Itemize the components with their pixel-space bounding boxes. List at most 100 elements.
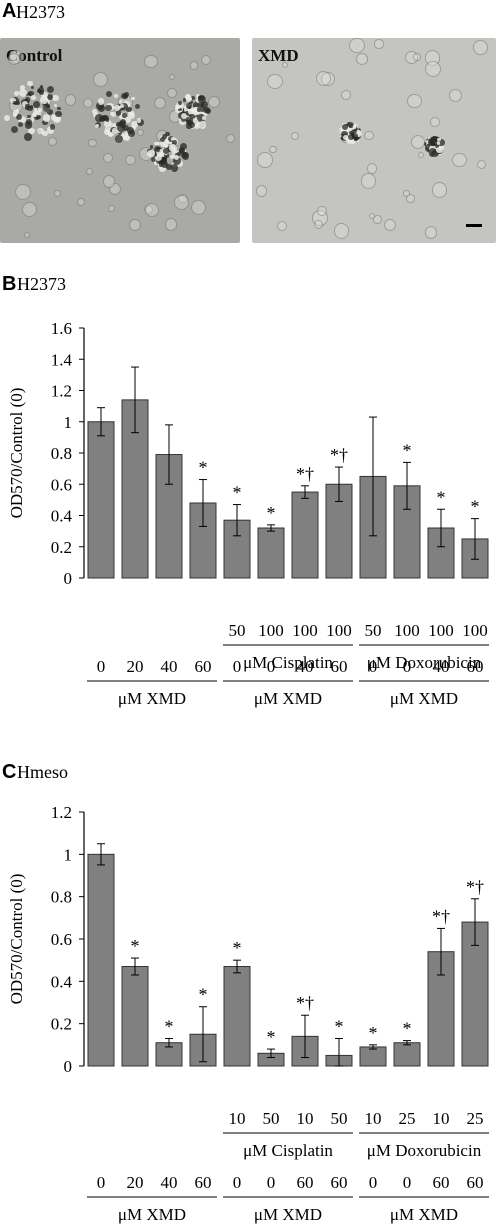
colony-cell (25, 104, 30, 109)
xmd-dose-label: 40 (433, 657, 450, 676)
colony-cell (437, 138, 445, 147)
colony-cell (193, 117, 202, 125)
cell-blob (15, 183, 31, 200)
colony-cell (117, 123, 125, 132)
drug-dose-label: 50 (229, 621, 246, 640)
colony-cell (427, 138, 436, 146)
xmd-group-label: μM XMD (118, 1205, 186, 1224)
colony-cell (46, 85, 54, 93)
colony-cell (23, 133, 32, 141)
colony-cell (170, 137, 175, 142)
y-tick-label: 0.2 (51, 538, 72, 557)
colony-cell (170, 154, 175, 159)
colony-cell (202, 110, 208, 117)
xmd-dose-label: 0 (403, 1173, 412, 1192)
cell-blob (368, 212, 376, 220)
colony-cell (178, 107, 182, 112)
colony-cell (156, 149, 164, 158)
cell-blob (255, 184, 268, 197)
panel-a-letter: A (2, 0, 17, 22)
colony-cell (108, 131, 113, 137)
drug-dose-label: 10 (229, 1109, 246, 1128)
colony-cell (111, 128, 118, 134)
drug-dose-label: 100 (258, 621, 284, 640)
cell-blob (424, 226, 438, 239)
colony-cell (32, 101, 40, 109)
cell-blob (405, 194, 415, 203)
y-axis-label: OD570/Control (0) (7, 388, 26, 519)
cell-blob (129, 219, 142, 232)
significance-mark: * (403, 440, 412, 460)
colony-cell (163, 148, 169, 155)
colony-cell (96, 101, 104, 110)
colony-cell (176, 101, 185, 110)
colony-cell (160, 139, 169, 148)
y-tick-label: 1.2 (51, 382, 72, 401)
colony-cell (158, 164, 167, 172)
colony-cell (436, 141, 441, 145)
colony-cell (105, 105, 112, 112)
colony-cell (124, 117, 131, 124)
drug-dose-label: 100 (428, 621, 454, 640)
colony-cell (105, 91, 112, 98)
cell-blob (24, 232, 31, 239)
cell-blob (412, 53, 421, 62)
colony-cell (30, 85, 35, 90)
xmd-dose-label: 40 (297, 657, 314, 676)
cell-blob (340, 89, 352, 101)
xmd-dose-label: 0 (403, 657, 412, 676)
colony-cell (33, 109, 41, 118)
cell-blob (277, 220, 287, 231)
colony-cell (349, 124, 353, 128)
colony-cell (122, 124, 130, 132)
xmd-dose-label: 0 (369, 1173, 378, 1192)
colony-cell (127, 127, 135, 135)
colony-cell (351, 125, 356, 130)
colony-cell (186, 96, 193, 102)
cell-blob (88, 138, 97, 148)
cell-blob (411, 134, 426, 149)
cell-blob (473, 40, 488, 55)
xmd-dose-label: 40 (161, 1173, 178, 1192)
colony-cell (203, 106, 210, 114)
xmd-dose-label: 60 (195, 657, 212, 676)
colony-cell (346, 135, 355, 144)
drug-dose-label: 50 (263, 1109, 280, 1128)
colony-cell (28, 127, 35, 134)
panel-letter: B (2, 273, 16, 295)
cell-blob (257, 151, 273, 168)
cell-blob (8, 53, 21, 65)
significance-mark: * (437, 487, 446, 507)
panel-cell-line: Hmeso (17, 762, 68, 782)
drug-dose-label: 100 (326, 621, 352, 640)
colony-cell (18, 122, 24, 128)
cell-blob (21, 201, 38, 218)
y-tick-label: 1.2 (51, 803, 72, 822)
cell-blob (154, 97, 167, 110)
xmd-dose-label: 60 (297, 1173, 314, 1192)
colony-cell (188, 108, 196, 115)
colony-cell (353, 128, 358, 133)
colony-cell (122, 113, 127, 118)
colony-cell (165, 139, 169, 144)
drug-dose-label: 100 (394, 621, 420, 640)
colony-cell (13, 91, 19, 97)
cell-blob (356, 52, 369, 65)
cell-blob (169, 73, 176, 81)
significance-mark: *† (432, 906, 450, 926)
colony-cell (134, 104, 140, 110)
y-tick-label: 1 (64, 413, 73, 432)
colony-cell (95, 123, 99, 128)
colony-cell (164, 153, 169, 158)
colony-cell (30, 95, 36, 101)
colony-cell (172, 140, 177, 145)
colony-cell (120, 103, 128, 111)
cell-blob (384, 219, 397, 232)
bar (359, 1046, 387, 1067)
xmd-dose-label: 60 (467, 1173, 484, 1192)
colony-cell (351, 123, 356, 127)
xmd-dose-label: 20 (127, 657, 144, 676)
colony-cell (154, 153, 163, 162)
cell-blob (268, 145, 277, 154)
y-tick-label: 0.6 (51, 475, 72, 494)
